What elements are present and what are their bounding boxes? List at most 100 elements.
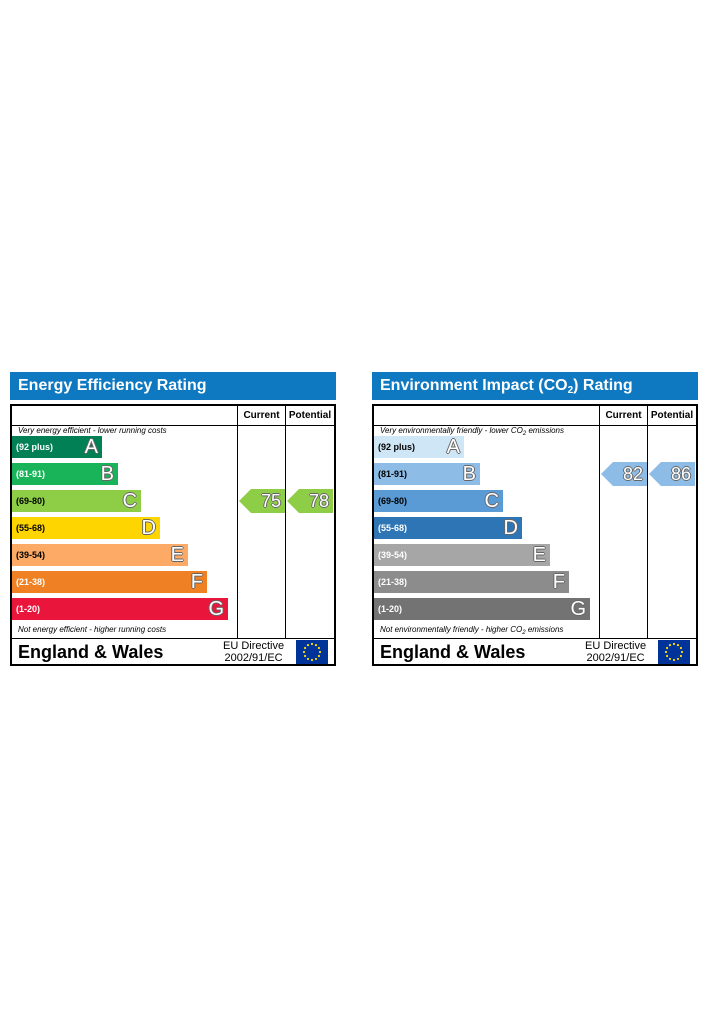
region-label: England & Wales <box>380 642 526 662</box>
band-range-label: (69-80) <box>378 496 408 506</box>
header-divider <box>10 425 336 426</box>
bottom-note-subscript: 2 <box>522 630 526 636</box>
rating-band-a: (92 plus) A <box>12 436 102 458</box>
rating-band-f: (21-38) F <box>12 571 207 593</box>
band-letter: F <box>190 570 203 593</box>
directive-line-1: EU Directive <box>223 640 285 652</box>
directive-line-2: 2002/91/EC <box>586 652 645 664</box>
column-divider <box>647 404 648 639</box>
band-range-label: (1-20) <box>378 604 403 614</box>
title-end: ) Rating <box>573 377 633 394</box>
eu-star <box>672 642 676 646</box>
top-note-end: emissions <box>526 426 565 435</box>
region-label: England & Wales <box>18 642 164 662</box>
band-range-label: (21-38) <box>16 577 46 587</box>
eu-star <box>302 650 306 654</box>
rating-band-d: (55-68) D <box>12 517 160 539</box>
potential-rating-value: 86 <box>670 463 691 484</box>
column-divider <box>285 404 286 639</box>
band-range-label: (92 plus) <box>378 442 416 452</box>
rating-band-c: (69-80) C <box>12 490 141 512</box>
band-letter: D <box>141 516 156 539</box>
eu-star <box>679 654 683 658</box>
bottom-note: Not environmentally friendly - higher CO… <box>380 625 563 636</box>
eu-star <box>318 650 322 654</box>
potential-column-header: Potential <box>650 410 694 421</box>
environment-impact-chart: Environment Impact (CO2) Rating Current … <box>372 372 698 666</box>
directive-line-1: EU Directive <box>585 640 647 652</box>
band-range-label: (81-91) <box>378 469 408 479</box>
potential-column-header: Potential <box>288 410 332 421</box>
rating-band-b: (81-91) B <box>374 463 480 485</box>
potential-rating-value: 78 <box>308 490 329 511</box>
eu-star <box>314 643 318 647</box>
rating-band-g: (1-20) G <box>12 598 228 620</box>
top-note: Very environmentally friendly - lower CO… <box>380 426 565 437</box>
bottom-note: Not energy efficient - higher running co… <box>18 625 167 634</box>
band-letter: B <box>100 462 114 485</box>
band-range-label: (69-80) <box>16 496 46 506</box>
bottom-note-main: Not environmentally friendly - higher CO <box>380 625 523 634</box>
directive-line-2: 2002/91/EC <box>224 652 283 664</box>
current-column-header: Current <box>243 410 280 421</box>
title-subscript: 2 <box>567 385 574 396</box>
band-range-label: (81-91) <box>16 469 46 479</box>
band-letter: C <box>122 489 137 512</box>
chart-title: Environment Impact (CO2) Rating <box>372 372 698 400</box>
eu-star <box>303 646 307 650</box>
band-letter: F <box>552 570 565 593</box>
band-letter: C <box>484 489 499 512</box>
eu-star <box>306 657 310 661</box>
chart-title: Energy Efficiency Rating <box>10 372 336 400</box>
header-divider <box>372 425 698 426</box>
rating-band-d: (55-68) D <box>374 517 522 539</box>
eu-star <box>680 650 684 654</box>
footer-divider <box>372 638 698 639</box>
eu-star <box>664 650 668 654</box>
footer-divider <box>10 638 336 639</box>
rating-band-g: (1-20) G <box>374 598 590 620</box>
eu-star <box>676 643 680 647</box>
eu-flag-icon <box>296 640 328 664</box>
eu-directive: EU Directive 2002/91/EC <box>585 640 646 664</box>
eu-star <box>679 646 683 650</box>
band-range-label: (55-68) <box>378 523 408 533</box>
top-note: Very energy efficient - lower running co… <box>18 426 167 435</box>
eu-directive: EU Directive 2002/91/EC <box>223 640 284 664</box>
eu-star <box>668 643 672 647</box>
chart-frame <box>372 404 698 666</box>
band-range-label: (1-20) <box>16 604 41 614</box>
band-letter: G <box>570 597 586 620</box>
eu-star <box>668 657 672 661</box>
rating-band-f: (21-38) F <box>374 571 569 593</box>
rating-band-b: (81-91) B <box>12 463 118 485</box>
band-letter: B <box>462 462 476 485</box>
energy-efficiency-chart: Energy Efficiency Rating Current Potenti… <box>10 372 336 666</box>
chart-frame <box>10 404 336 666</box>
band-range-label: (39-54) <box>16 550 46 560</box>
eu-star <box>665 646 669 650</box>
band-letter: A <box>84 435 98 458</box>
eu-star <box>317 646 321 650</box>
column-divider <box>599 404 600 639</box>
current-rating-value: 82 <box>622 463 643 484</box>
eu-star <box>306 643 310 647</box>
band-letter: D <box>503 516 518 539</box>
rating-band-a: (92 plus) A <box>374 436 464 458</box>
band-letter: A <box>446 435 460 458</box>
band-letter: E <box>532 543 546 566</box>
eu-star <box>310 658 314 662</box>
eu-stars <box>664 642 684 662</box>
eu-star <box>665 654 669 658</box>
band-range-label: (39-54) <box>378 550 408 560</box>
top-note-main: Very environmentally friendly - lower CO <box>380 426 523 435</box>
current-rating-value: 75 <box>260 490 281 511</box>
band-letter: E <box>170 543 184 566</box>
title-main: Environment Impact (CO <box>380 377 568 394</box>
rating-band-e: (39-54) E <box>12 544 188 566</box>
current-column-header: Current <box>605 410 642 421</box>
eu-stars <box>302 642 322 662</box>
eu-star <box>303 654 307 658</box>
rating-band-c: (69-80) C <box>374 490 503 512</box>
column-divider <box>237 404 238 639</box>
